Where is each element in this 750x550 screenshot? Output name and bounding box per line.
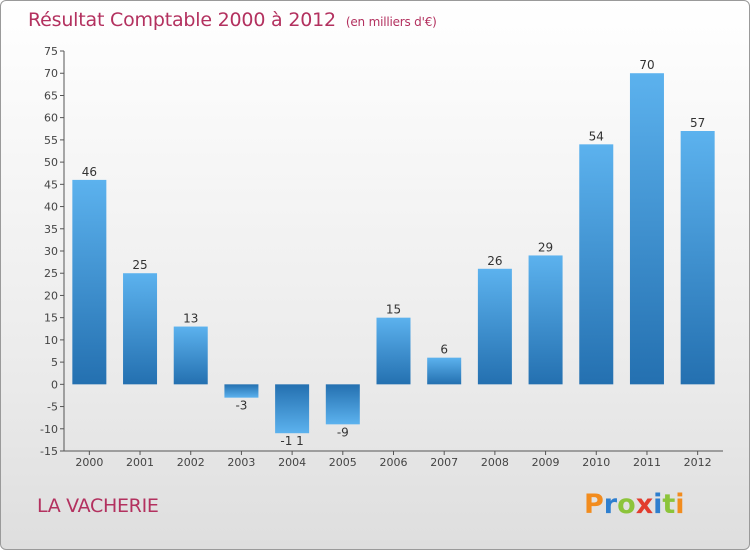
x-tick-label: 2001 bbox=[126, 456, 154, 469]
x-tick-label: 2005 bbox=[329, 456, 357, 469]
y-tick-label: -15 bbox=[40, 445, 58, 458]
y-tick-label: 10 bbox=[44, 334, 58, 347]
value-label: 70 bbox=[639, 58, 654, 72]
x-tick-label: 2009 bbox=[532, 456, 560, 469]
y-tick-label: 60 bbox=[44, 112, 58, 125]
value-label: 6 bbox=[440, 343, 448, 357]
bar bbox=[325, 384, 360, 425]
x-tick-label: 2008 bbox=[481, 456, 509, 469]
logo-letter: P bbox=[584, 489, 604, 520]
axes: -15 -10 -5 0 5 10 15 20 25 30 35 40 45 50 55 60 65 70 75 20… bbox=[40, 45, 723, 469]
value-labels: 46 25 13 -3 -1 1 -9 15 6 26 29 54 70 57 bbox=[82, 58, 706, 448]
value-label: 15 bbox=[386, 303, 401, 317]
x-tick-label: 2006 bbox=[380, 456, 408, 469]
x-tick-label: 2010 bbox=[582, 456, 610, 469]
bar bbox=[173, 326, 208, 385]
bar bbox=[477, 268, 512, 385]
bar bbox=[629, 73, 664, 385]
value-label: -1 1 bbox=[280, 434, 303, 448]
value-label: 25 bbox=[132, 258, 147, 272]
y-tick-label: -10 bbox=[40, 423, 58, 436]
y-tick-label: 50 bbox=[44, 156, 58, 169]
bar bbox=[72, 179, 107, 385]
title-text: Résultat Comptable 2000 à 2012 bbox=[28, 9, 336, 31]
y-tick-label: 40 bbox=[44, 201, 58, 214]
value-label: 54 bbox=[589, 129, 604, 143]
y-tick-label: 5 bbox=[51, 356, 58, 369]
bars bbox=[72, 73, 715, 434]
bar bbox=[224, 384, 259, 398]
title-unit: (en milliers d'€) bbox=[345, 15, 437, 29]
logo-letter: i bbox=[675, 489, 685, 520]
bar bbox=[123, 273, 158, 385]
bar bbox=[376, 317, 411, 385]
y-tick-label: -5 bbox=[47, 401, 58, 414]
logo-letter: t bbox=[662, 489, 676, 520]
logo-letter: i bbox=[653, 489, 663, 520]
bar bbox=[275, 384, 310, 434]
value-label: -9 bbox=[337, 425, 349, 439]
x-tick-label: 2007 bbox=[430, 456, 458, 469]
y-tick-label: 55 bbox=[44, 134, 58, 147]
logo-letter: r bbox=[603, 489, 618, 520]
x-tick-label: 2004 bbox=[278, 456, 306, 469]
y-tick-label: 25 bbox=[44, 267, 58, 280]
x-tick-label: 2012 bbox=[684, 456, 712, 469]
value-label: -3 bbox=[235, 399, 247, 413]
x-tick-label: 2011 bbox=[633, 456, 661, 469]
y-tick-label: 0 bbox=[51, 378, 58, 391]
bar bbox=[528, 255, 563, 385]
value-label: 13 bbox=[183, 312, 198, 326]
y-tick-label: 75 bbox=[44, 45, 58, 58]
bar bbox=[427, 357, 462, 385]
x-tick-label: 2002 bbox=[177, 456, 205, 469]
y-tick-label: 35 bbox=[44, 223, 58, 236]
value-label: 46 bbox=[82, 165, 97, 179]
y-tick-label: 20 bbox=[44, 289, 58, 302]
value-label: 57 bbox=[690, 116, 705, 130]
x-tick-label: 2003 bbox=[227, 456, 255, 469]
bar bbox=[579, 144, 614, 385]
commune-name: LA VACHERIE bbox=[37, 495, 159, 517]
y-tick-label: 65 bbox=[44, 89, 58, 102]
value-label: 29 bbox=[538, 240, 553, 254]
y-tick-label: 30 bbox=[44, 245, 58, 258]
y-tick-label: 70 bbox=[44, 67, 58, 80]
y-tick-label: 15 bbox=[44, 312, 58, 325]
logo-letter: o bbox=[617, 489, 636, 520]
chart-title: Résultat Comptable 2000 à 2012 (en millie… bbox=[28, 9, 437, 31]
logo-letter: x bbox=[635, 489, 654, 520]
x-tick-label: 2000 bbox=[75, 456, 103, 469]
bar bbox=[680, 131, 715, 385]
value-label: 26 bbox=[487, 254, 502, 268]
y-tick-label: 45 bbox=[44, 178, 58, 191]
proxiti-logo: Proxiti bbox=[584, 489, 685, 520]
